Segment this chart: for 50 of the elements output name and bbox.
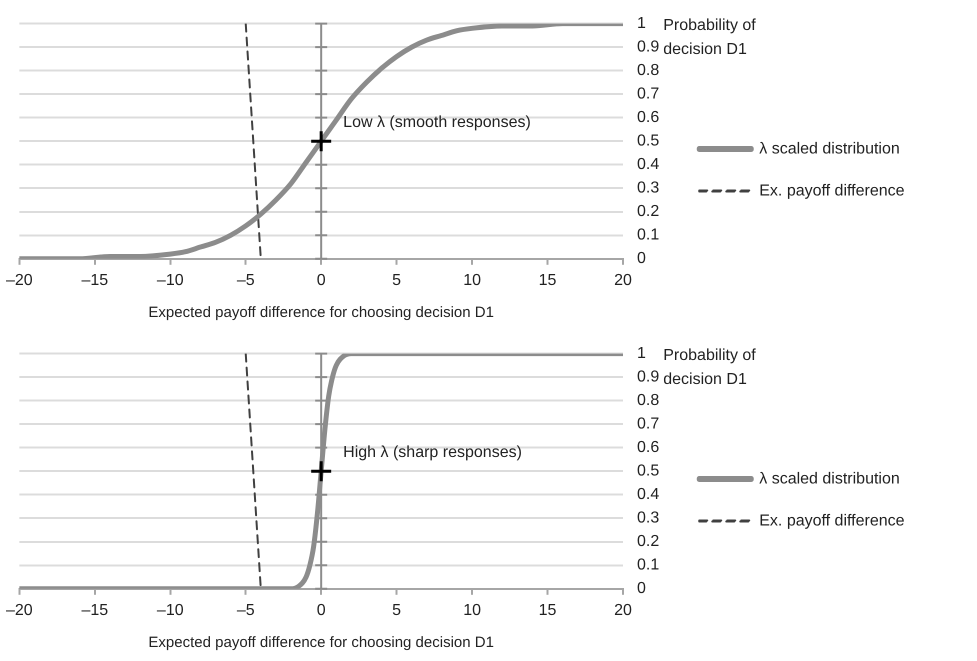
y-tick-label: 0.6 bbox=[637, 109, 660, 126]
x-tick-label: –15 bbox=[81, 272, 108, 289]
x-tick-label: –10 bbox=[156, 272, 184, 289]
x-tick-label: 20 bbox=[614, 602, 632, 619]
y-tick-label: 0.6 bbox=[637, 439, 660, 456]
y-tick-label: 0.2 bbox=[637, 533, 660, 550]
x-tick-label: –5 bbox=[236, 602, 255, 619]
y-tick-label: 0.3 bbox=[637, 180, 660, 197]
x-tick-label: –5 bbox=[236, 272, 255, 289]
y-tick-label: 0.7 bbox=[637, 416, 660, 433]
y-tick-label: 0.5 bbox=[637, 132, 660, 150]
y-tick-label: 0.9 bbox=[637, 38, 660, 56]
legend-label: Ex. payoff difference bbox=[759, 182, 905, 200]
y-tick-label: 0.4 bbox=[637, 486, 660, 504]
x-tick-label: –20 bbox=[6, 602, 33, 619]
legend-label: λ scaled distribution bbox=[759, 470, 900, 488]
y-tick-label: 0.2 bbox=[637, 203, 660, 220]
y-axis-title: Probability of decision D1 bbox=[663, 16, 757, 60]
y-tick-label: 0 bbox=[637, 250, 646, 268]
y-tick-label: 0.1 bbox=[637, 226, 660, 244]
y-tick-label: 0.7 bbox=[637, 86, 660, 103]
y-axis-title: Probability of decision D1 bbox=[663, 346, 757, 390]
y-tick-label: 0.3 bbox=[637, 510, 660, 527]
y-tick-label: 0.8 bbox=[637, 392, 660, 410]
legend-label: λ scaled distribution bbox=[759, 140, 900, 158]
x-axis-title: Expected payoff difference for choosing decision D1 bbox=[148, 634, 494, 652]
x-tick-label: –15 bbox=[81, 602, 108, 619]
x-tick-label: –20 bbox=[6, 272, 33, 289]
x-tick-label: 0 bbox=[316, 272, 326, 289]
y-tick-label: 0.1 bbox=[637, 556, 660, 574]
x-tick-label: 10 bbox=[463, 272, 482, 289]
y-tick-label: 0.9 bbox=[637, 368, 660, 386]
annotation: High λ (sharp responses) bbox=[343, 444, 522, 461]
legend-label: Ex. payoff difference bbox=[759, 512, 905, 530]
y-tick-label: 0.8 bbox=[637, 62, 660, 80]
x-axis-title: Expected payoff difference for choosing decision D1 bbox=[148, 304, 494, 322]
y-tick-label: 1 bbox=[637, 345, 646, 362]
y-tick-label: 0.5 bbox=[637, 462, 660, 480]
x-tick-label: 0 bbox=[316, 602, 326, 619]
x-tick-label: 5 bbox=[392, 272, 402, 289]
x-tick-label: 20 bbox=[614, 272, 632, 289]
x-tick-label: 15 bbox=[538, 602, 557, 619]
annotation: Low λ (smooth responses) bbox=[343, 114, 531, 131]
x-tick-label: 15 bbox=[538, 272, 557, 289]
x-tick-label: –10 bbox=[156, 602, 184, 619]
y-tick-label: 1 bbox=[637, 15, 646, 32]
y-tick-label: 0 bbox=[637, 580, 646, 598]
x-tick-label: 5 bbox=[392, 602, 402, 619]
y-tick-label: 0.4 bbox=[637, 156, 660, 174]
x-tick-label: 10 bbox=[463, 602, 482, 619]
